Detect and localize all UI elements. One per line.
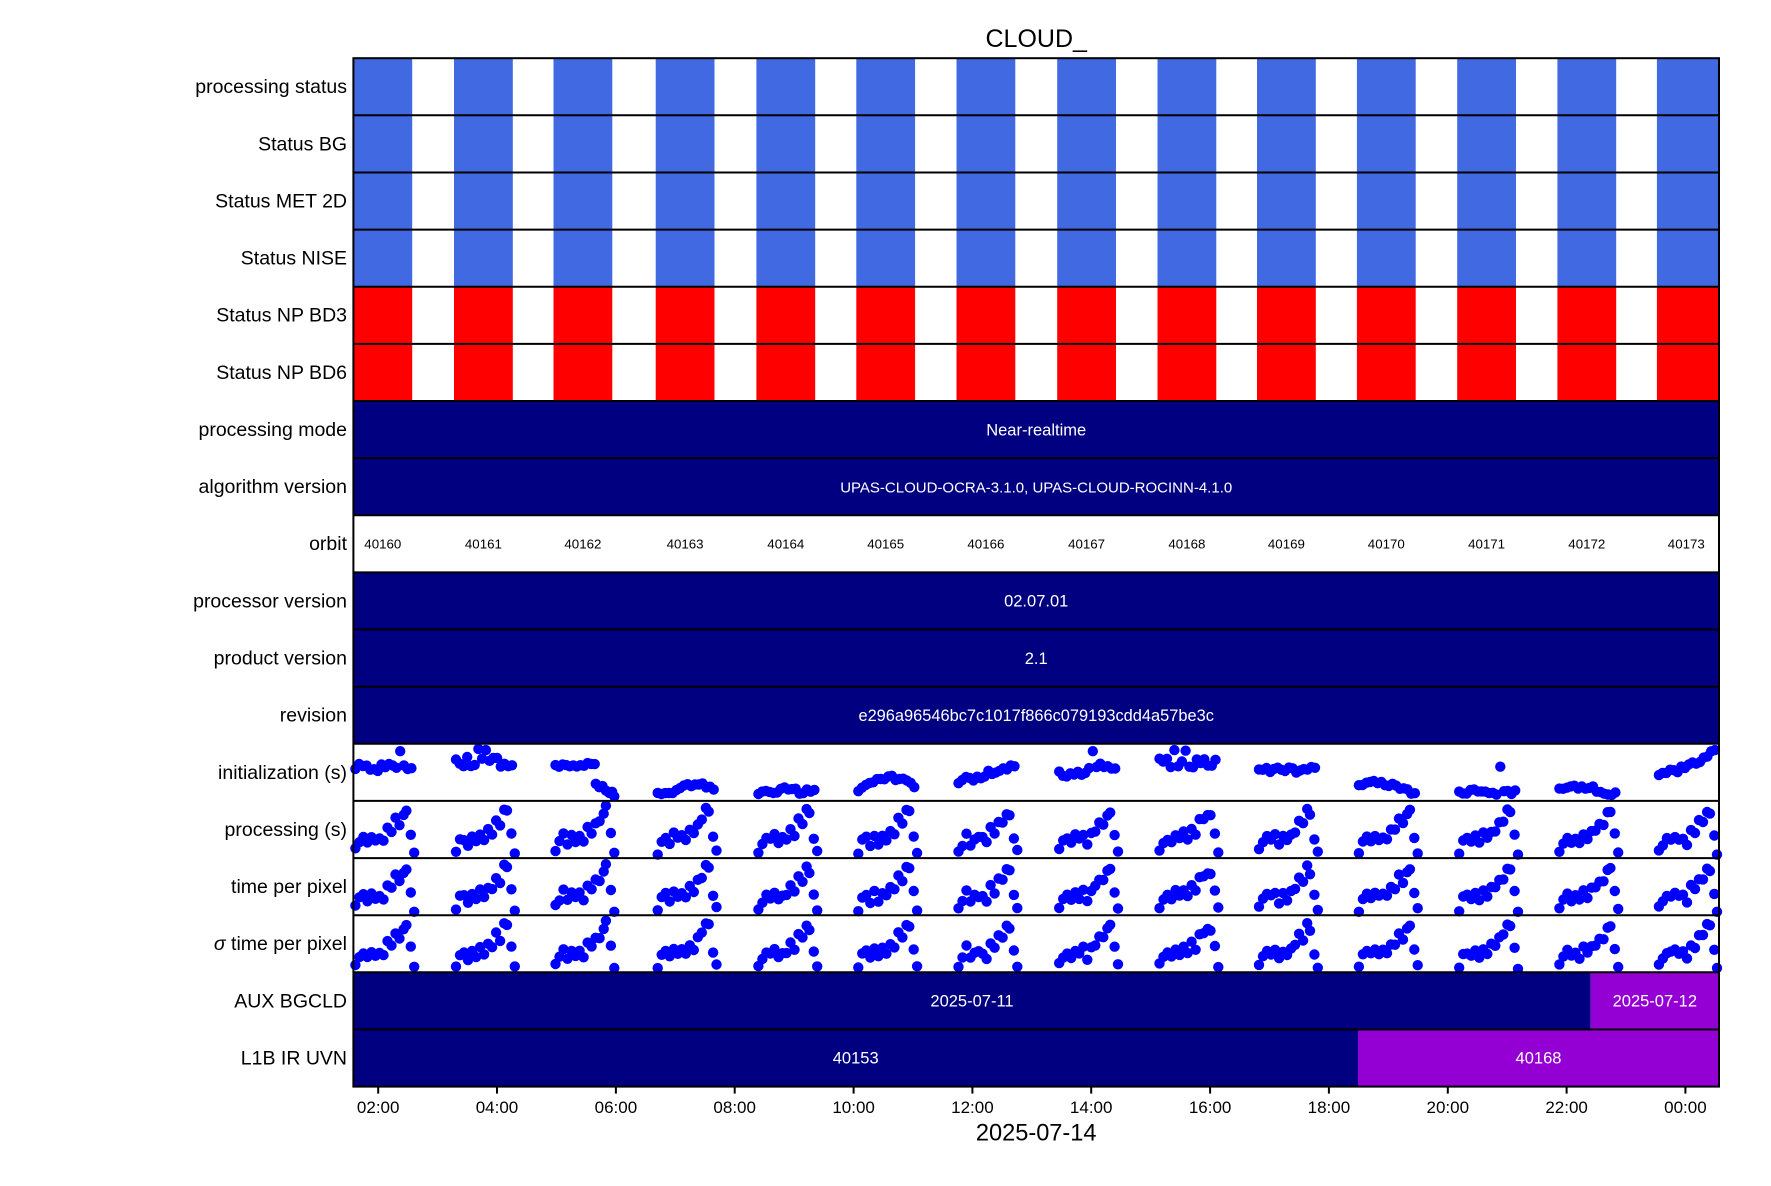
svg-text:02:00: 02:00 [357,1098,400,1117]
svg-text:Status NP BD6: Status NP BD6 [216,362,347,384]
svg-text:40160: 40160 [364,536,401,551]
svg-text:08:00: 08:00 [713,1098,756,1117]
svg-text:40172: 40172 [1568,536,1605,551]
svg-text:40164: 40164 [767,536,804,551]
svg-text:40168: 40168 [1168,536,1205,551]
svg-text:40173: 40173 [1668,536,1705,551]
svg-text:processing (s): processing (s) [225,819,347,841]
svg-text:processing status: processing status [195,76,347,98]
svg-text:10:00: 10:00 [832,1098,875,1117]
svg-text:L1B IR UVN: L1B IR UVN [241,1047,347,1069]
svg-text:product version: product version [214,648,347,670]
svg-text:2.1: 2.1 [1025,650,1048,668]
svg-text:16:00: 16:00 [1189,1098,1232,1117]
svg-text:40165: 40165 [867,536,904,551]
svg-text:UPAS-CLOUD-OCRA-3.1.0, UPAS-CL: UPAS-CLOUD-OCRA-3.1.0, UPAS-CLOUD-ROCINN… [840,479,1232,496]
svg-text:orbit: orbit [309,533,348,555]
svg-text:12:00: 12:00 [951,1098,994,1117]
svg-text:2025-07-14: 2025-07-14 [976,1121,1097,1147]
svg-text:40169: 40169 [1268,536,1305,551]
svg-text:σ time per pixel: σ time per pixel [214,933,347,955]
svg-text:40161: 40161 [465,536,502,551]
svg-text:40168: 40168 [1516,1050,1562,1068]
svg-text:revision: revision [280,705,347,727]
svg-text:22:00: 22:00 [1545,1098,1588,1117]
svg-text:2025-07-12: 2025-07-12 [1613,993,1697,1011]
svg-text:Status NISE: Status NISE [241,248,347,270]
svg-text:initialization (s): initialization (s) [218,762,347,784]
svg-text:14:00: 14:00 [1070,1098,1113,1117]
svg-text:processor version: processor version [193,590,347,612]
svg-text:Near-realtime: Near-realtime [986,421,1086,439]
svg-text:time per pixel: time per pixel [231,876,347,898]
svg-text:02.07.01: 02.07.01 [1004,593,1068,611]
svg-text:40166: 40166 [967,536,1004,551]
svg-text:e296a96546bc7c1017f866c079193c: e296a96546bc7c1017f866c079193cdd4a57be3c [858,707,1213,725]
svg-text:20:00: 20:00 [1427,1098,1470,1117]
svg-text:40163: 40163 [667,536,704,551]
svg-text:40170: 40170 [1368,536,1405,551]
svg-text:CLOUD_: CLOUD_ [985,25,1088,53]
svg-text:Status NP BD3: Status NP BD3 [216,305,347,327]
svg-text:Status MET 2D: Status MET 2D [215,190,347,212]
svg-text:40153: 40153 [833,1050,879,1068]
svg-text:40167: 40167 [1068,536,1105,551]
svg-text:processing mode: processing mode [199,419,348,441]
svg-text:Status BG: Status BG [258,133,347,155]
svg-text:04:00: 04:00 [476,1098,519,1117]
svg-text:algorithm version: algorithm version [199,476,347,498]
svg-text:00:00: 00:00 [1664,1098,1707,1117]
svg-text:18:00: 18:00 [1308,1098,1351,1117]
svg-text:AUX BGCLD: AUX BGCLD [234,990,347,1012]
svg-text:40162: 40162 [564,536,601,551]
svg-text:06:00: 06:00 [595,1098,638,1117]
svg-text:40171: 40171 [1468,536,1505,551]
svg-text:2025-07-11: 2025-07-11 [930,993,1013,1011]
